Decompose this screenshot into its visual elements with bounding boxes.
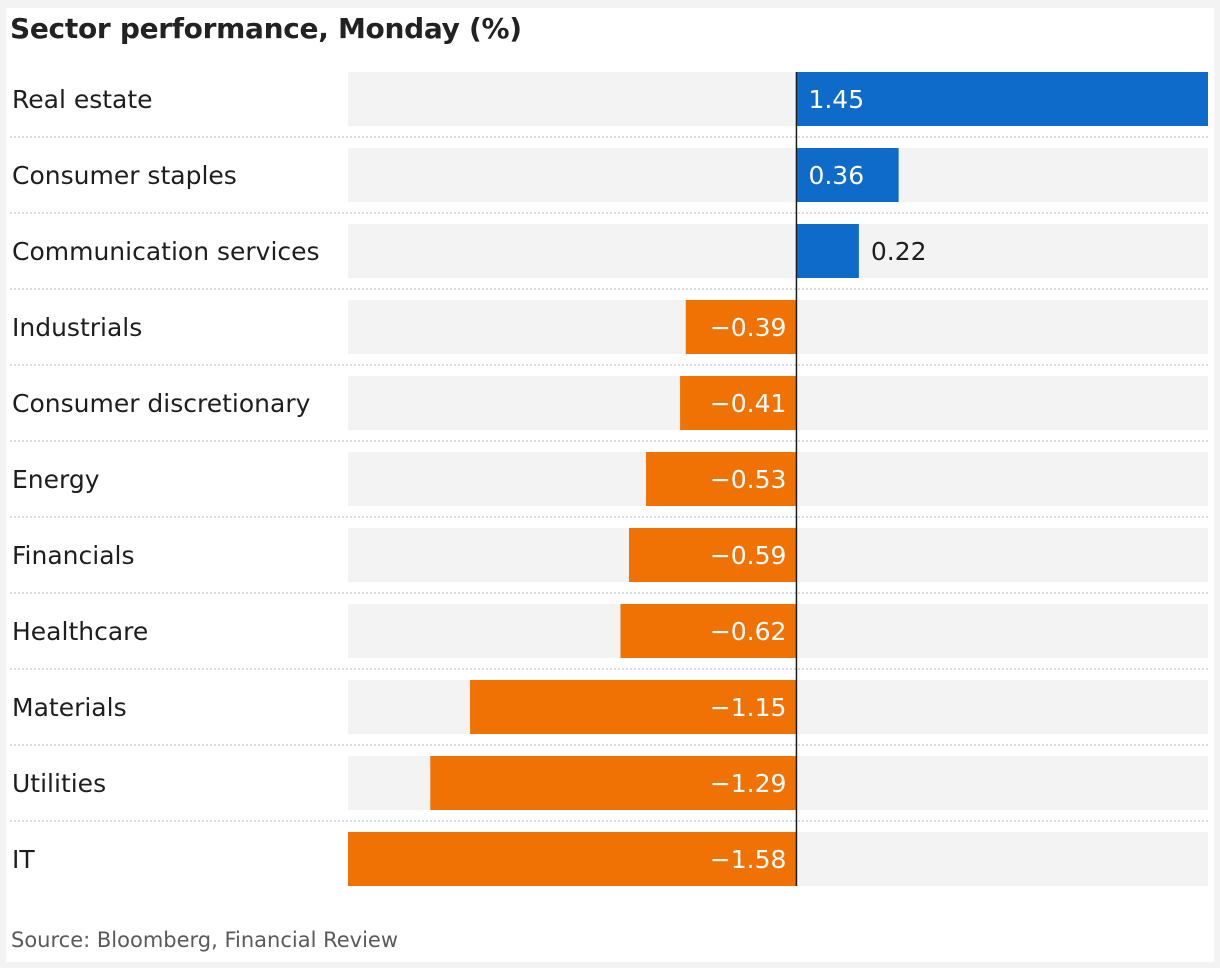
value-label: −0.53 — [710, 465, 787, 494]
data-bar — [348, 832, 797, 886]
category-label: Real estate — [12, 85, 153, 114]
value-label: −0.62 — [710, 617, 787, 646]
value-label: 1.45 — [808, 85, 864, 114]
category-label: Consumer discretionary — [12, 389, 311, 418]
data-bar — [796, 72, 1208, 126]
data-bar — [680, 376, 797, 430]
data-bar — [646, 452, 797, 506]
category-label: Energy — [12, 465, 100, 494]
category-label: Utilities — [12, 769, 106, 798]
chart-title: Sector performance, Monday (%) — [10, 12, 522, 45]
category-label: Materials — [12, 693, 127, 722]
value-label: −1.29 — [710, 769, 787, 798]
data-bar — [796, 148, 899, 202]
value-label: −0.39 — [710, 313, 787, 342]
value-label: −0.41 — [710, 389, 787, 418]
data-bar — [470, 680, 797, 734]
data-bar — [430, 756, 797, 810]
category-label: Consumer staples — [12, 161, 237, 190]
bar-track — [348, 224, 1208, 278]
bar-track — [348, 148, 1208, 202]
category-label: IT — [12, 845, 35, 874]
value-label: 0.22 — [871, 237, 927, 266]
data-bar — [620, 604, 797, 658]
source-note: Source: Bloomberg, Financial Review — [11, 928, 399, 952]
data-bar — [796, 224, 859, 278]
category-label: Financials — [12, 541, 135, 570]
value-label: 0.36 — [808, 161, 864, 190]
category-label: Industrials — [12, 313, 142, 342]
category-label: Healthcare — [12, 617, 148, 646]
category-label: Communication services — [12, 237, 320, 266]
value-label: −1.15 — [710, 693, 787, 722]
data-bar — [685, 300, 797, 354]
value-label: −1.58 — [710, 845, 787, 874]
value-label: −0.59 — [710, 541, 787, 570]
data-bar — [628, 528, 797, 582]
